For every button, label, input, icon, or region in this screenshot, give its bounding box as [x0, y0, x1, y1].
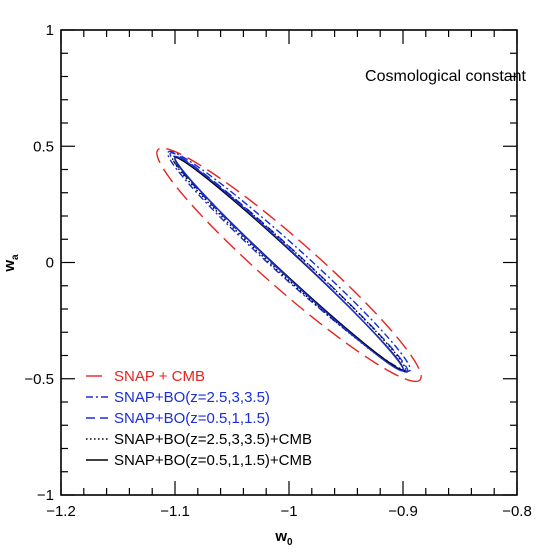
contour-0 — [156, 147, 422, 383]
contour-layer — [156, 147, 422, 383]
plot-frame — [60, 29, 518, 496]
y-tick-label: 1 — [46, 22, 54, 39]
legend-label: SNAP + CMB — [114, 368, 205, 385]
y-tick-label: −1 — [37, 487, 54, 504]
x-tick-label: −1 — [280, 503, 297, 520]
legend-label: SNAP+BO(z=2.5,3,3.5) — [114, 389, 270, 406]
contour-3 — [171, 155, 407, 372]
contour-1 — [167, 150, 411, 372]
x-axis-label: w0 — [274, 528, 293, 548]
contour-2 — [169, 152, 409, 373]
x-tick-label: −1.1 — [160, 503, 190, 520]
x-tick-label: −0.9 — [388, 503, 418, 520]
y-tick-label: −0.5 — [24, 371, 54, 388]
legend: SNAP + CMB SNAP+BO(z=2.5,3,3.5) SNAP+BO(z=… — [86, 368, 312, 469]
x-tick-label: −1.2 — [46, 503, 76, 520]
x-tick-label: −0.8 — [502, 503, 532, 520]
chart-annotation: Cosmological constant — [365, 68, 527, 85]
legend-label: SNAP+BO(z=0.5,1,1.5)+CMB — [114, 452, 312, 469]
contour-5 — [174, 155, 404, 372]
y-tick-label: 0.5 — [33, 138, 54, 155]
x-axis-label-main: w — [274, 528, 287, 545]
contour-4 — [174, 156, 404, 371]
y-axis-label-subscript: a — [10, 254, 21, 260]
y-axis-label-main: w — [1, 260, 18, 273]
y-tick-label: 0 — [46, 255, 54, 272]
legend-label: SNAP+BO(z=0.5,1,1.5) — [114, 410, 270, 427]
y-axis-label: wa — [1, 254, 21, 273]
legend-label: SNAP+BO(z=2.5,3,3.5)+CMB — [114, 431, 312, 448]
x-axis-label-subscript: 0 — [287, 537, 293, 548]
